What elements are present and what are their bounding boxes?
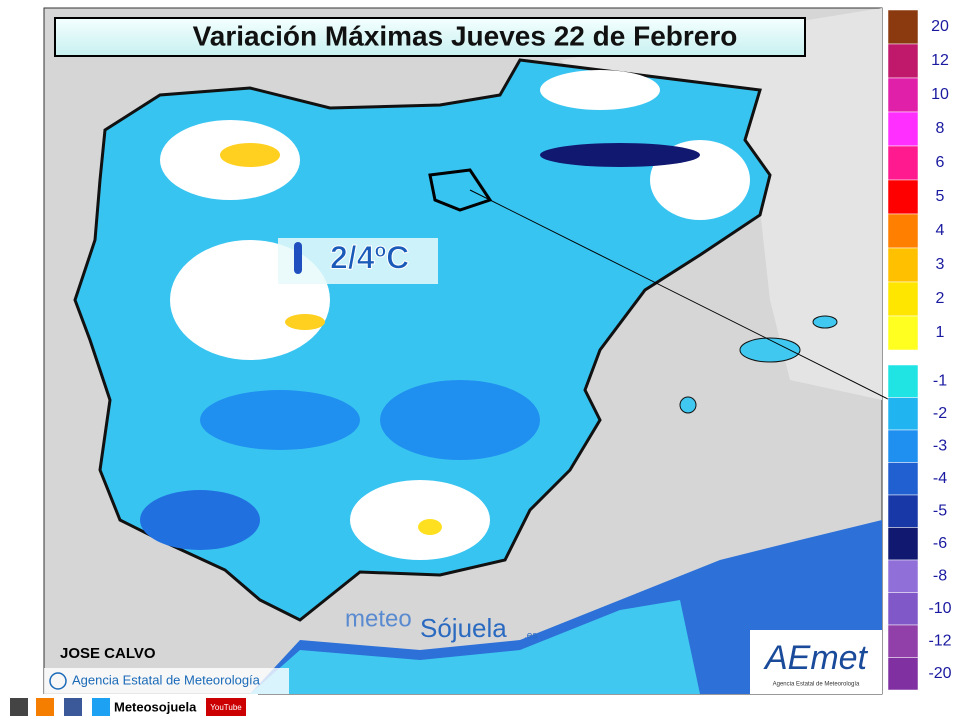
youtube-label: YouTube <box>210 703 242 712</box>
watermark-brand: Sójuela <box>420 613 507 643</box>
watermark-suffix: .es <box>524 631 537 642</box>
logo-name: AEmet <box>763 639 869 677</box>
legend-label: -4 <box>933 470 947 487</box>
twitter-icon <box>92 698 110 716</box>
legend-swatch <box>887 247 919 283</box>
blogger-icon <box>36 698 54 716</box>
legend-label: 8 <box>936 120 945 137</box>
africa-coast <box>250 520 882 694</box>
legend-swatch <box>887 624 919 658</box>
legend-swatch <box>887 592 919 626</box>
legend-swatch <box>887 315 919 351</box>
thermometer-icon <box>294 242 302 274</box>
legend-swatch <box>887 179 919 215</box>
legend-label: 20 <box>931 18 949 35</box>
copyright: Agencia Estatal de Meteorología <box>72 672 261 687</box>
legend-swatch <box>887 559 919 593</box>
youtube-icon <box>206 698 246 716</box>
legend-label: -8 <box>933 567 947 584</box>
legend-swatch <box>887 213 919 249</box>
legend-label: -10 <box>928 600 951 617</box>
legend-label: -2 <box>933 405 947 422</box>
legend-label: -1 <box>933 372 947 389</box>
legend-swatch <box>887 494 919 528</box>
legend-swatch <box>887 527 919 561</box>
pointer-line <box>469 189 891 401</box>
title: Variación Máximas Jueves 22 de Febrero <box>193 20 738 51</box>
legend-swatch <box>887 145 919 181</box>
legend-swatch <box>887 462 919 496</box>
legend-swatch <box>887 9 919 45</box>
legend-swatch <box>887 429 919 463</box>
legend-label: 4 <box>936 222 945 239</box>
legend-label: -3 <box>933 437 947 454</box>
copyright-box <box>44 668 289 694</box>
logo-subtitle: Agencia Estatal de Meteorología <box>773 682 860 688</box>
instagram-icon <box>10 698 28 716</box>
annotation-box <box>278 238 438 284</box>
legend-label: -6 <box>933 535 947 552</box>
legend: 20 12 10 8 6 5 4 3 2 1 -1 -2 -3 -4 -5 -6 -8 -10 -12 -20 <box>887 9 952 691</box>
legend-label: 10 <box>931 86 949 103</box>
africa-light <box>250 600 700 694</box>
author: JOSE CALVO <box>60 645 156 662</box>
legend-swatch <box>887 77 919 113</box>
legend-swatch <box>887 364 919 398</box>
legend-label: -5 <box>933 502 947 519</box>
watermark-prefix: meteo <box>345 605 412 632</box>
la-rioja-outline <box>428 168 493 212</box>
iberia <box>73 58 772 622</box>
legend-label: -20 <box>928 665 951 682</box>
logo-box <box>750 630 882 694</box>
temperature-patches <box>140 70 838 560</box>
social-handle: Meteosojuela <box>114 699 197 714</box>
title-box <box>54 17 806 57</box>
legend-swatch <box>887 43 919 79</box>
legend-label: 12 <box>931 52 949 69</box>
legend-label: 5 <box>936 188 945 205</box>
legend-label: 3 <box>936 256 945 273</box>
legend-swatch <box>887 657 919 691</box>
annotation: 2/4ºC <box>330 239 409 275</box>
legend-swatch <box>887 111 919 147</box>
legend-swatch <box>887 397 919 431</box>
facebook-icon <box>64 698 82 716</box>
legend-label: 2 <box>936 290 945 307</box>
legend-label: 1 <box>936 324 945 341</box>
legend-label: 6 <box>936 154 945 171</box>
legend-label: -12 <box>928 632 951 649</box>
legend-swatch <box>887 281 919 317</box>
copyright-icon <box>49 672 67 690</box>
